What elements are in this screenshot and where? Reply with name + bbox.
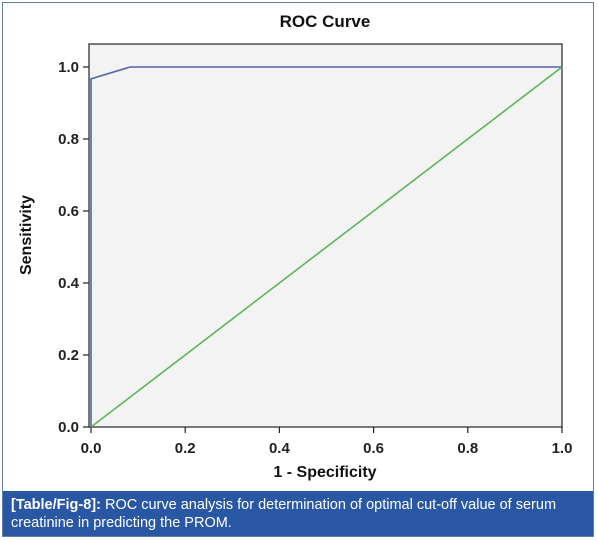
chart-area: 0.0 0.2 0.4 0.6 0.8 1.0 0.0 0.2 0.4 0.6 0.8 1.0 ROC… — [3, 3, 593, 491]
x-tick-label: 0.4 — [269, 440, 291, 457]
y-tick-label: 1.0 — [58, 59, 79, 76]
x-tick-label: 0.2 — [175, 440, 196, 457]
y-axis-label: Sensitivity — [18, 195, 35, 275]
caption-text: ROC curve analysis for determination of … — [11, 497, 557, 531]
figure-caption: [Table/Fig-8]: ROC curve analysis for de… — [3, 491, 593, 536]
roc-chart: 0.0 0.2 0.4 0.6 0.8 1.0 0.0 0.2 0.4 0.6 0.8 1.0 ROC… — [18, 12, 572, 481]
x-tick-label: 1.0 — [552, 440, 573, 457]
chart-title: ROC Curve — [280, 12, 371, 31]
y-tick-label: 0.0 — [58, 419, 79, 436]
caption-tag: [Table/Fig-8]: — [11, 497, 101, 513]
plot-background — [88, 43, 563, 428]
y-tick-label: 0.4 — [58, 275, 80, 292]
y-tick-label: 0.2 — [58, 347, 79, 364]
y-tick-label: 0.6 — [58, 203, 79, 220]
x-tick-label: 0.6 — [363, 440, 384, 457]
series-line-1 — [90, 66, 562, 427]
x-axis-label: 1 - Specificity — [273, 464, 376, 481]
series-line-2 — [90, 66, 563, 428]
series-layer — [90, 66, 563, 428]
axis-layer: 0.0 0.2 0.4 0.6 0.8 1.0 0.0 0.2 0.4 0.6 0.8 1.0 — [58, 59, 572, 457]
figure-container: 0.0 0.2 0.4 0.6 0.8 1.0 0.0 0.2 0.4 0.6 0.8 1.0 ROC… — [2, 2, 594, 537]
x-tick-label: 0.0 — [81, 440, 102, 457]
y-tick-label: 0.8 — [58, 131, 79, 148]
x-tick-label: 0.8 — [457, 440, 478, 457]
